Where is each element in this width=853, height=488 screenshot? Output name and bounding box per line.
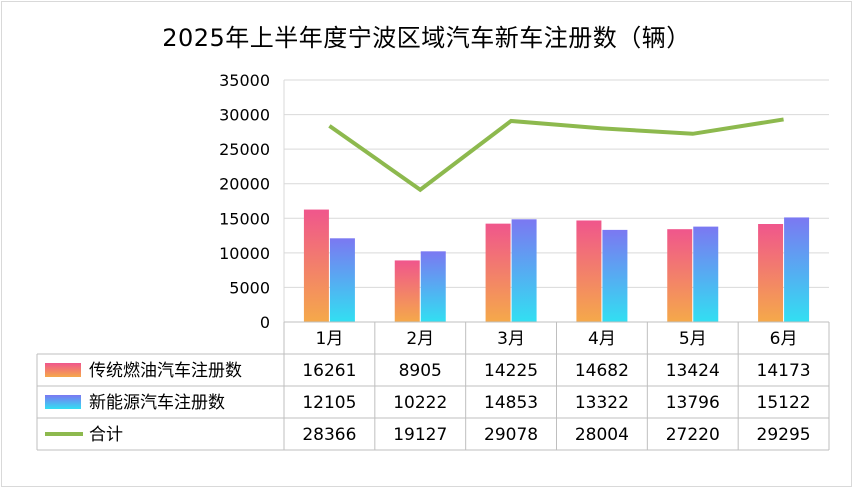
y-tick-label: 0 [260, 313, 270, 332]
table-cell-value: 13424 [666, 361, 720, 381]
bar-fuel [303, 209, 329, 322]
legend-label: 合计 [89, 425, 123, 445]
legend-label: 传统燃油汽车注册数 [89, 361, 242, 381]
y-tick-label: 10000 [219, 244, 270, 263]
table-cell-value: 28004 [575, 425, 629, 445]
chart-title: 2025年上半年度宁波区域汽车新车注册数（辆） [162, 24, 691, 52]
gridlines [283, 79, 829, 323]
table-cell-value: 14173 [757, 361, 811, 381]
bar-fuel [576, 220, 602, 322]
y-tick-label: 15000 [219, 209, 270, 228]
total-line [328, 117, 784, 193]
bar-nev [511, 219, 537, 322]
total-series-line [328, 117, 784, 193]
table-cell-value: 29078 [484, 425, 538, 445]
table-cell-value: 14225 [484, 361, 538, 381]
table-cell-value: 14853 [484, 393, 538, 413]
table-cell-value: 27220 [666, 425, 720, 445]
table-cell-value: 15122 [757, 393, 811, 413]
table-cell-value: 28366 [302, 425, 356, 445]
bars [303, 209, 810, 322]
bar-nev [329, 238, 355, 322]
y-tick-label: 35000 [219, 71, 270, 90]
y-tick-label: 5000 [229, 278, 270, 297]
legend-swatch-fuel [45, 363, 81, 377]
x-tick-label: 3月 [497, 329, 525, 349]
x-tick-label: 2月 [406, 329, 434, 349]
y-tick-label: 20000 [219, 175, 270, 194]
x-tick-label: 1月 [316, 329, 344, 349]
table-cell-value: 13322 [575, 393, 629, 413]
y-axis-ticks: 0 5000 10000 15000 20000 25000 30000 35000 [219, 71, 270, 332]
y-tick-label: 25000 [219, 140, 270, 159]
x-tick-label: 4月 [588, 329, 616, 349]
x-tick-label: 6月 [770, 329, 798, 349]
table-cell-value: 8905 [399, 361, 442, 381]
bar-nev [693, 226, 719, 322]
y-tick-label: 30000 [219, 106, 270, 125]
x-tick-label: 5月 [679, 329, 707, 349]
table-cell-value: 10222 [393, 393, 447, 413]
bar-fuel [667, 229, 693, 322]
table-cell-value: 19127 [393, 425, 447, 445]
table-cell-value: 14682 [575, 361, 629, 381]
bar-fuel [394, 260, 420, 322]
bar-nev [784, 217, 810, 322]
bar-nev [420, 251, 446, 322]
bar-fuel [485, 223, 511, 322]
table-cell-value: 29295 [757, 425, 811, 445]
table-cell-value: 12105 [302, 393, 356, 413]
legend-swatch-nev [45, 395, 81, 409]
table-cell-value: 16261 [302, 361, 356, 381]
bar-nev [602, 229, 628, 322]
legend-label: 新能源汽车注册数 [89, 393, 225, 413]
table-cell-value: 13796 [666, 393, 720, 413]
bar-fuel [758, 224, 784, 322]
